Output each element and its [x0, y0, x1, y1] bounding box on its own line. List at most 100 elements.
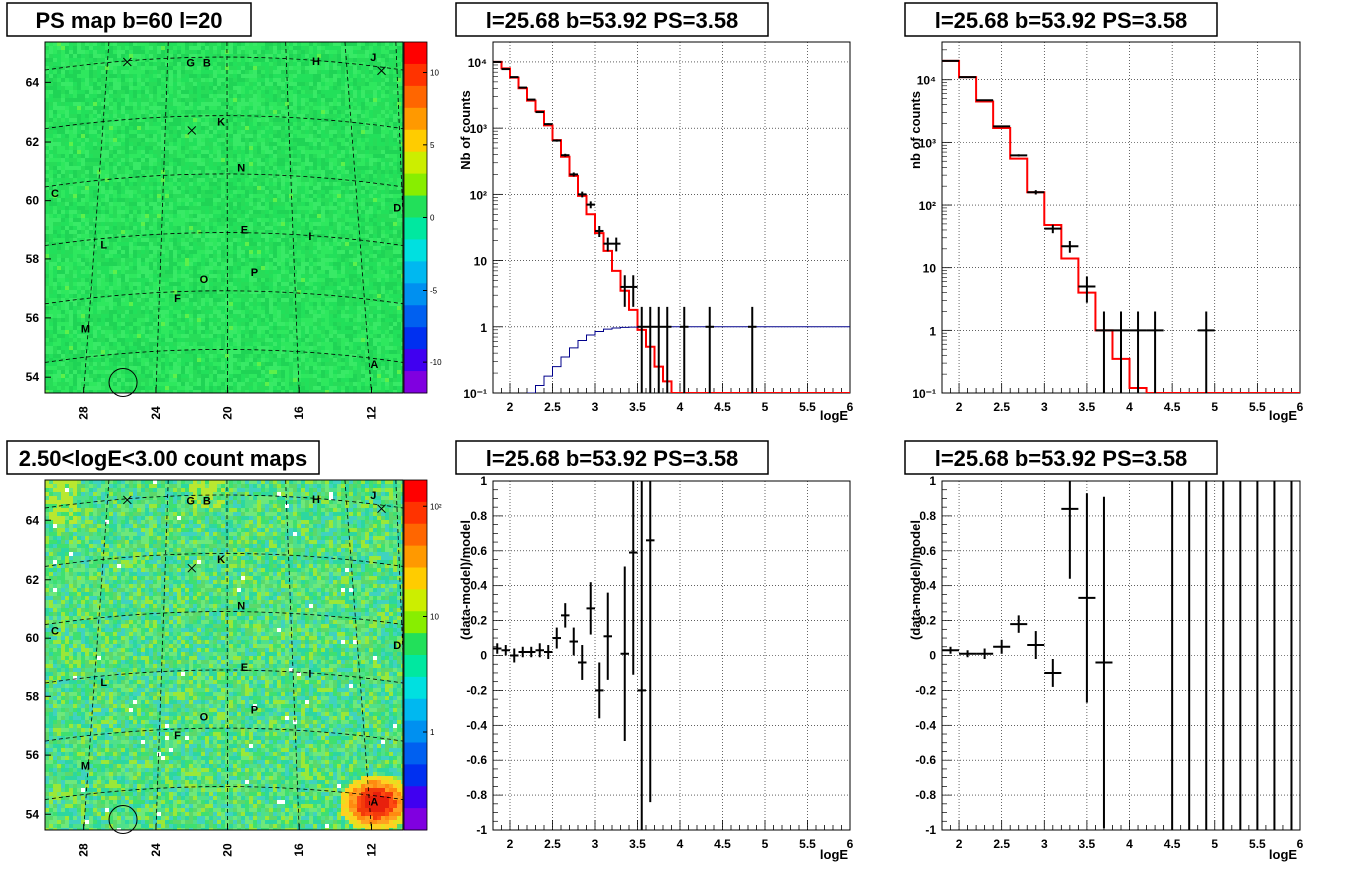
map-pixel [69, 50, 73, 54]
map-pixel [285, 154, 289, 158]
map-pixel [233, 194, 237, 198]
map-pixel [157, 210, 161, 214]
map-pixel [101, 218, 105, 222]
map-pixel [213, 42, 217, 46]
map-pixel [237, 82, 241, 86]
map-pixel [89, 46, 93, 50]
map-pixel [133, 206, 137, 210]
map-pixel [193, 102, 197, 106]
map-pixel [237, 174, 241, 178]
map-pixel [169, 142, 173, 146]
map-pixel [113, 222, 117, 226]
map-pixel [321, 102, 325, 106]
map-pixel [237, 230, 241, 234]
map-pixel [229, 198, 233, 202]
map-pixel [57, 146, 61, 150]
map-pixel [349, 46, 353, 50]
map-pixel [245, 254, 249, 258]
map-pixel [269, 134, 273, 138]
map-pixel [233, 174, 237, 178]
map-pixel [317, 74, 321, 78]
map-pixel [121, 86, 125, 90]
map-pixel [45, 82, 49, 86]
map-pixel [349, 186, 353, 190]
map-pixel [85, 210, 89, 214]
map-pixel [141, 106, 145, 110]
map-pixel [141, 162, 145, 166]
map-pixel [201, 234, 205, 238]
map-pixel [125, 102, 129, 106]
map-pixel [289, 110, 293, 114]
map-pixel [365, 174, 369, 178]
map-pixel [169, 210, 173, 214]
map-pixel [133, 54, 137, 58]
map-pixel [305, 250, 309, 254]
map-pixel [49, 198, 53, 202]
map-pixel [385, 150, 389, 154]
map-pixel [57, 234, 61, 238]
map-pixel [381, 226, 385, 230]
map-pixel [213, 62, 217, 66]
map-pixel [181, 150, 185, 154]
map-pixel [177, 90, 181, 94]
map-pixel [117, 54, 121, 58]
map-pixel [365, 106, 369, 110]
map-pixel [173, 182, 177, 186]
map-pixel [49, 74, 53, 78]
map-pixel [105, 238, 109, 242]
map-pixel [253, 94, 257, 98]
map-pixel [261, 166, 265, 170]
map-pixel [305, 206, 309, 210]
map-pixel [93, 90, 97, 94]
map-pixel [253, 118, 257, 122]
map-pixel [213, 182, 217, 186]
map-pixel [109, 94, 113, 98]
map-pixel [45, 94, 49, 98]
map-pixel [181, 194, 185, 198]
map-pixel [237, 150, 241, 154]
map-pixel [93, 250, 97, 254]
map-pixel [137, 170, 141, 174]
map-pixel [297, 130, 301, 134]
map-pixel [177, 126, 181, 130]
map-pixel [381, 166, 385, 170]
map-pixel [77, 202, 81, 206]
map-pixel [221, 194, 225, 198]
map-pixel [289, 154, 293, 158]
map-pixel [245, 174, 249, 178]
map-pixel [221, 102, 225, 106]
map-pixel [389, 46, 393, 50]
map-pixel [49, 146, 53, 150]
map-pixel [69, 98, 73, 102]
map-pixel [357, 198, 361, 202]
map-pixel [241, 226, 245, 230]
map-pixel [197, 50, 201, 54]
map-pixel [189, 42, 193, 46]
map-pixel [181, 170, 185, 174]
map-pixel [281, 238, 285, 242]
map-pixel [281, 146, 285, 150]
map-pixel [377, 250, 381, 254]
map-pixel [253, 66, 257, 70]
map-pixel [129, 206, 133, 210]
map-pixel [53, 238, 57, 242]
map-pixel [157, 94, 161, 98]
map-pixel [245, 162, 249, 166]
map-pixel [109, 210, 113, 214]
map-pixel [177, 190, 181, 194]
map-pixel [61, 222, 65, 226]
map-pixel [377, 178, 381, 182]
map-pixel [345, 46, 349, 50]
map-pixel [109, 258, 113, 262]
map-pixel [113, 46, 117, 50]
map-pixel [285, 242, 289, 246]
map-pixel [69, 210, 73, 214]
map-pixel [181, 154, 185, 158]
map-pixel [265, 246, 269, 250]
map-pixel [49, 138, 53, 142]
map-pixel [209, 106, 213, 110]
map-pixel [125, 258, 129, 262]
map-pixel [385, 50, 389, 54]
map-pixel [241, 70, 245, 74]
map-pixel [89, 130, 93, 134]
